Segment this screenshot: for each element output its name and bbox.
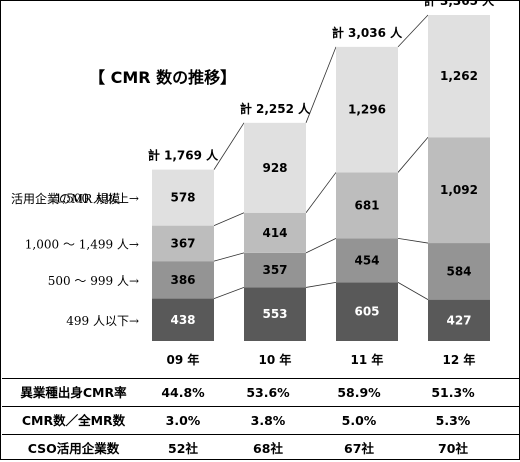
connector-line xyxy=(397,282,429,300)
data-label: 605 xyxy=(354,305,379,319)
bar-segment xyxy=(336,172,398,239)
data-label: 367 xyxy=(170,236,195,250)
legend-label: 1,000 ～ 1,499 人→ xyxy=(25,237,139,251)
stats-cell: 3.8% xyxy=(250,413,286,428)
stacked-bar-chart: 438 386 367 578 計 1,769 人 09 年 553 357 414 928 計 2… xyxy=(11,1,495,367)
stats-cell: 53.6% xyxy=(246,385,290,400)
data-label: 928 xyxy=(262,161,287,175)
bar-segment xyxy=(152,225,214,262)
stats-cell: 67社 xyxy=(344,441,374,456)
data-label: 578 xyxy=(170,191,195,205)
stats-cell: 3.0% xyxy=(165,413,201,428)
data-label: 1,262 xyxy=(440,69,478,83)
bar-segment xyxy=(152,298,214,341)
bar-segment xyxy=(428,243,490,300)
connector-line xyxy=(213,122,245,170)
stats-cell: 44.8% xyxy=(161,385,205,400)
tick-label: 09 年 xyxy=(167,352,200,367)
bar-segment xyxy=(428,15,490,138)
stats-row-label: CSO活用企業数 xyxy=(27,441,120,456)
data-label: 386 xyxy=(170,273,195,287)
data-label: 438 xyxy=(170,313,195,327)
total-label: 計 2,252 人 xyxy=(240,101,311,116)
data-label: 584 xyxy=(446,264,471,278)
category-heading: 活用企業のMR 規模 xyxy=(11,191,120,206)
bar-segment xyxy=(244,287,306,341)
legend-label: 499 人以下→ xyxy=(66,314,139,328)
connector-line xyxy=(213,252,245,262)
tick-label: 12 年 xyxy=(443,352,476,367)
bar-segment xyxy=(428,137,490,244)
data-label: 427 xyxy=(446,313,471,327)
stats-cell: 5.0% xyxy=(341,413,377,428)
stats-cell: 51.3% xyxy=(431,385,475,400)
data-label: 414 xyxy=(262,226,287,240)
data-label: 681 xyxy=(354,198,379,212)
connector-line xyxy=(305,238,337,254)
data-label: 357 xyxy=(262,263,287,277)
bar-segment xyxy=(152,169,214,226)
data-label: 454 xyxy=(354,253,379,267)
data-label: 1,092 xyxy=(440,183,478,197)
connector-line xyxy=(213,287,245,299)
tick-label: 11 年 xyxy=(351,352,384,367)
bar-segment xyxy=(152,261,214,299)
bar-segment xyxy=(336,46,398,173)
bar-segment xyxy=(336,282,398,341)
connector-line xyxy=(397,14,429,48)
stats-cell: 68社 xyxy=(253,441,283,456)
chart-title: 【 CMR 数の推移】 xyxy=(89,68,236,87)
legend-label: 500 ～ 999 人→ xyxy=(48,274,139,288)
connector-line xyxy=(397,238,429,244)
stats-cell: 70社 xyxy=(438,441,468,456)
connector-line xyxy=(213,212,245,226)
tick-label: 10 年 xyxy=(259,352,292,367)
stats-table: 異業種出身CMR率 44.8% 53.6% 58.9% 51.3% CMR数／全… xyxy=(2,378,520,462)
stats-cell: 5.3% xyxy=(435,413,471,428)
bar-segment xyxy=(244,252,306,288)
total-label: 計 3,036 人 xyxy=(332,25,403,40)
total-label: 計 1,769 人 xyxy=(148,148,219,163)
connector-line xyxy=(305,281,337,288)
data-label: 1,296 xyxy=(348,103,386,117)
total-label: 計 3,365 人 xyxy=(424,1,495,8)
connector-line xyxy=(305,46,337,123)
data-label: 553 xyxy=(262,307,287,321)
bar-segment xyxy=(428,299,490,341)
stats-row-label: CMR数／全MR数 xyxy=(21,413,126,428)
stats-row: CSO活用企業数 52社 68社 67社 70社 xyxy=(2,434,520,462)
stats-row: 異業種出身CMR率 44.8% 53.6% 58.9% 51.3% xyxy=(2,378,520,406)
stats-cell: 52社 xyxy=(168,441,198,456)
stats-row: CMR数／全MR数 3.0% 3.8% 5.0% 5.3% xyxy=(2,406,520,434)
bar-segment xyxy=(244,122,306,213)
stats-cell: 58.9% xyxy=(337,385,381,400)
connector-line xyxy=(397,137,429,173)
bar-segment xyxy=(244,212,306,253)
stats-row-label: 異業種出身CMR率 xyxy=(20,385,127,400)
legend-label: 1,500 人以上→ xyxy=(55,192,139,206)
connector-line xyxy=(305,172,337,213)
bar-segment xyxy=(336,238,398,283)
